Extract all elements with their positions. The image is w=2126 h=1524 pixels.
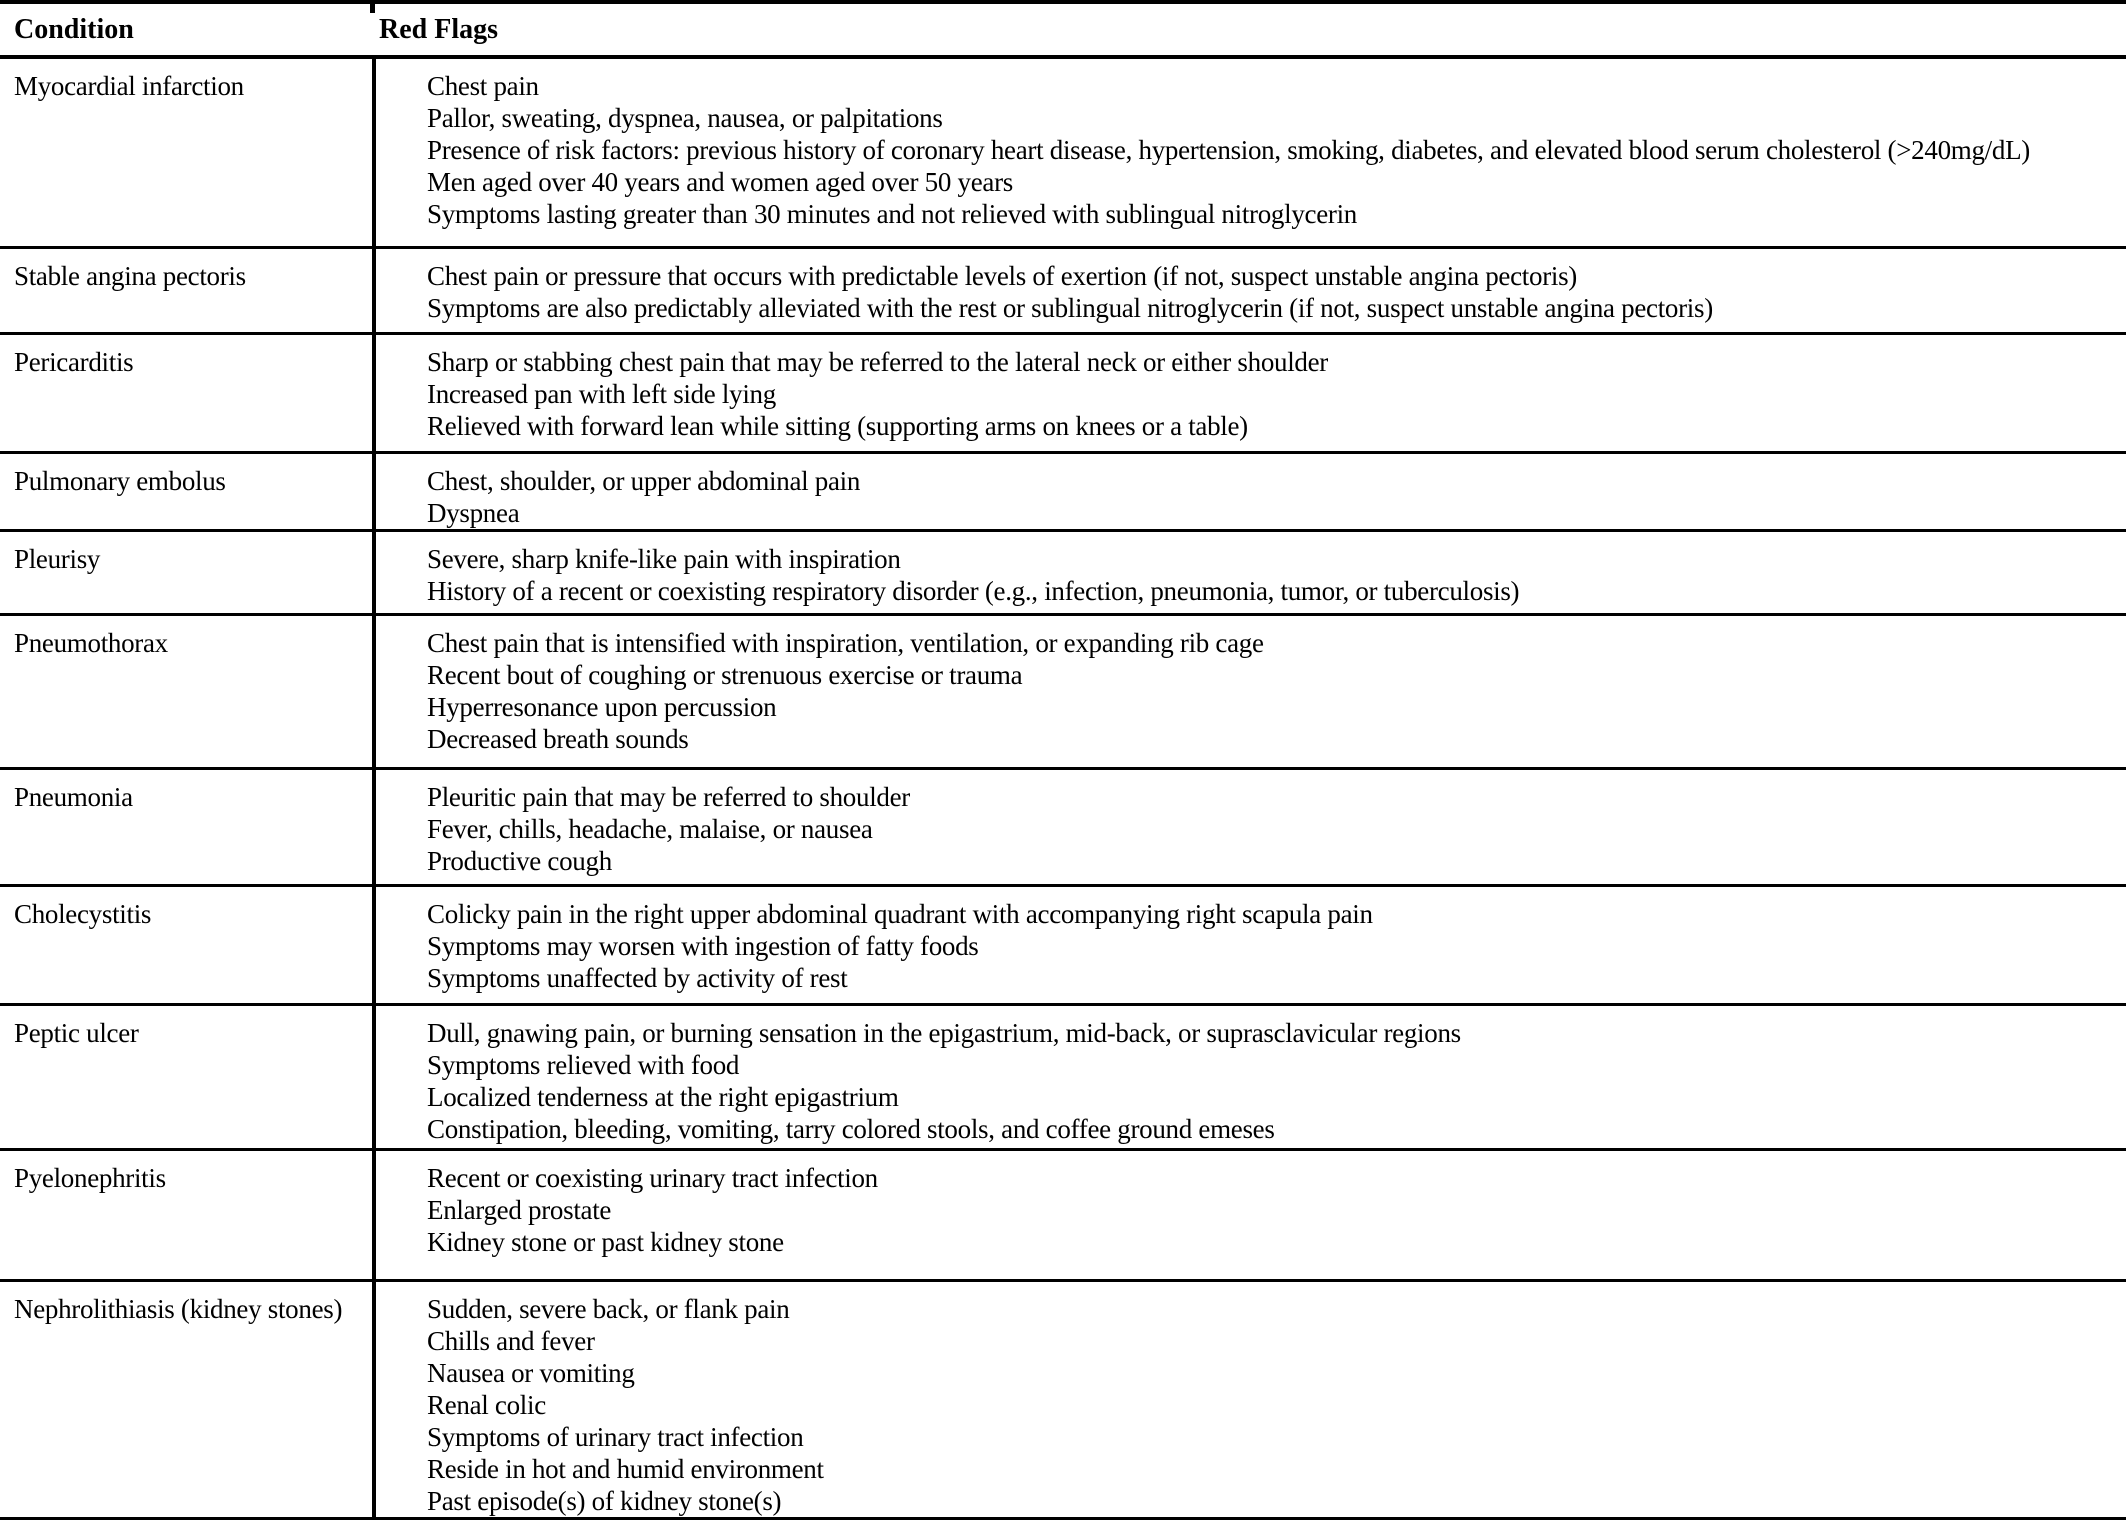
table-row: Pleurisy Severe, sharp knife-like pain w…: [0, 532, 2126, 616]
red-flag-line: Pallor, sweating, dyspnea, nausea, or pa…: [427, 103, 943, 133]
table-row: Myocardial infarction Chest pain Pallor, …: [0, 59, 2126, 249]
red-flag-line: Chest pain: [427, 71, 539, 101]
condition-cell: Pleurisy: [0, 532, 376, 613]
red-flag-line: Chest pain or pressure that occurs with …: [427, 261, 1577, 291]
red-flag-line: Hyperresonance upon percussion: [427, 692, 777, 722]
red-flag-line: Colicky pain in the right upper abdomina…: [427, 899, 1373, 929]
column-header-condition: Condition: [14, 13, 134, 45]
table-row: Pericarditis Sharp or stabbing chest pai…: [0, 335, 2126, 454]
red-flag-line: Dull, gnawing pain, or burning sensation…: [427, 1018, 1461, 1048]
table-row: Pyelonephritis Recent or coexisting urin…: [0, 1151, 2126, 1282]
table-row: Peptic ulcer Dull, gnawing pain, or burn…: [0, 1006, 2126, 1151]
red-flag-line: Symptoms of urinary tract infection: [427, 1422, 804, 1452]
red-flag-line: Chills and fever: [427, 1326, 595, 1356]
red-flag-line: Sudden, severe back, or flank pain: [427, 1294, 790, 1324]
red-flag-line: Symptoms lasting greater than 30 minutes…: [427, 199, 1357, 229]
red-flag-line: Reside in hot and humid environment: [427, 1454, 824, 1484]
red-flag-line: Dyspnea: [427, 498, 520, 528]
table-row: Nephrolithiasis (kidney stones) Sudden, …: [0, 1282, 2126, 1520]
red-flag-line: Past episode(s) of kidney stone(s): [427, 1486, 782, 1516]
column-header-red-flags: Red Flags: [379, 13, 498, 45]
red-flag-line: Localized tenderness at the right epigas…: [427, 1082, 899, 1112]
table-row: Pneumonia Pleuritic pain that may be ref…: [0, 770, 2126, 887]
red-flag-line: Presence of risk factors: previous histo…: [427, 135, 2030, 165]
red-flags-cell: Chest pain that is intensified with insp…: [376, 616, 2126, 767]
red-flags-cell: Severe, sharp knife-like pain with inspi…: [376, 532, 2126, 613]
red-flags-cell: Chest pain or pressure that occurs with …: [376, 249, 2126, 332]
table-row: Pulmonary embolus Chest, shoulder, or up…: [0, 454, 2126, 532]
red-flag-line: Recent bout of coughing or strenuous exe…: [427, 660, 1023, 690]
condition-cell: Stable angina pectoris: [0, 249, 376, 332]
red-flag-line: Symptoms relieved with food: [427, 1050, 740, 1080]
red-flag-line: Increased pan with left side lying: [427, 379, 776, 409]
red-flags-cell: Chest pain Pallor, sweating, dyspnea, nau…: [376, 59, 2126, 246]
red-flag-line: Symptoms may worsen with ingestion of fa…: [427, 931, 979, 961]
red-flag-line: Chest pain that is intensified with insp…: [427, 628, 1264, 658]
condition-cell: Pneumothorax: [0, 616, 376, 767]
column-divider-tick: [370, 4, 375, 13]
table-row: Cholecystitis Colicky pain in the right …: [0, 887, 2126, 1006]
table-body: Myocardial infarction Chest pain Pallor, …: [0, 59, 2126, 1520]
red-flag-line: Sharp or stabbing chest pain that may be…: [427, 347, 1329, 377]
red-flag-line: Relieved with forward lean while sitting…: [427, 411, 1248, 441]
condition-cell: Cholecystitis: [0, 887, 376, 1003]
red-flag-line: Recent or coexisting urinary tract infec…: [427, 1163, 878, 1193]
condition-cell: Nephrolithiasis (kidney stones): [0, 1282, 376, 1517]
red-flag-line: Nausea or vomiting: [427, 1358, 635, 1388]
table-row: Stable angina pectoris Chest pain or pre…: [0, 249, 2126, 335]
red-flags-cell: Pleuritic pain that may be referred to s…: [376, 770, 2126, 884]
red-flag-line: Severe, sharp knife-like pain with inspi…: [427, 544, 901, 574]
red-flags-cell: Colicky pain in the right upper abdomina…: [376, 887, 2126, 1003]
condition-cell: Pyelonephritis: [0, 1151, 376, 1279]
condition-cell: Pericarditis: [0, 335, 376, 451]
red-flag-line: Symptoms are also predictably alleviated…: [427, 293, 1713, 323]
red-flag-line: Constipation, bleeding, vomiting, tarry …: [427, 1114, 1275, 1144]
red-flags-cell: Chest, shoulder, or upper abdominal pain…: [376, 454, 2126, 529]
red-flags-cell: Recent or coexisting urinary tract infec…: [376, 1151, 2126, 1279]
table-header-row: Condition Red Flags: [0, 4, 2126, 59]
table-row: Pneumothorax Chest pain that is intensif…: [0, 616, 2126, 770]
red-flag-line: Enlarged prostate: [427, 1195, 612, 1225]
condition-cell: Peptic ulcer: [0, 1006, 376, 1148]
red-flag-line: Renal colic: [427, 1390, 546, 1420]
condition-cell: Myocardial infarction: [0, 59, 376, 246]
red-flag-line: Chest, shoulder, or upper abdominal pain: [427, 466, 861, 496]
red-flag-line: Kidney stone or past kidney stone: [427, 1227, 784, 1257]
red-flag-line: Decreased breath sounds: [427, 724, 689, 754]
condition-cell: Pulmonary embolus: [0, 454, 376, 529]
red-flag-line: Fever, chills, headache, malaise, or nau…: [427, 814, 873, 844]
red-flags-cell: Dull, gnawing pain, or burning sensation…: [376, 1006, 2126, 1148]
red-flag-line: Pleuritic pain that may be referred to s…: [427, 782, 910, 812]
red-flag-line: History of a recent or coexisting respir…: [427, 576, 1520, 606]
red-flags-cell: Sudden, severe back, or flank pain Chills…: [376, 1282, 2126, 1517]
condition-cell: Pneumonia: [0, 770, 376, 884]
red-flag-line: Symptoms unaffected by activity of rest: [427, 963, 848, 993]
red-flag-line: Men aged over 40 years and women aged ov…: [427, 167, 1013, 197]
red-flags-cell: Sharp or stabbing chest pain that may be…: [376, 335, 2126, 451]
red-flag-line: Productive cough: [427, 846, 612, 876]
